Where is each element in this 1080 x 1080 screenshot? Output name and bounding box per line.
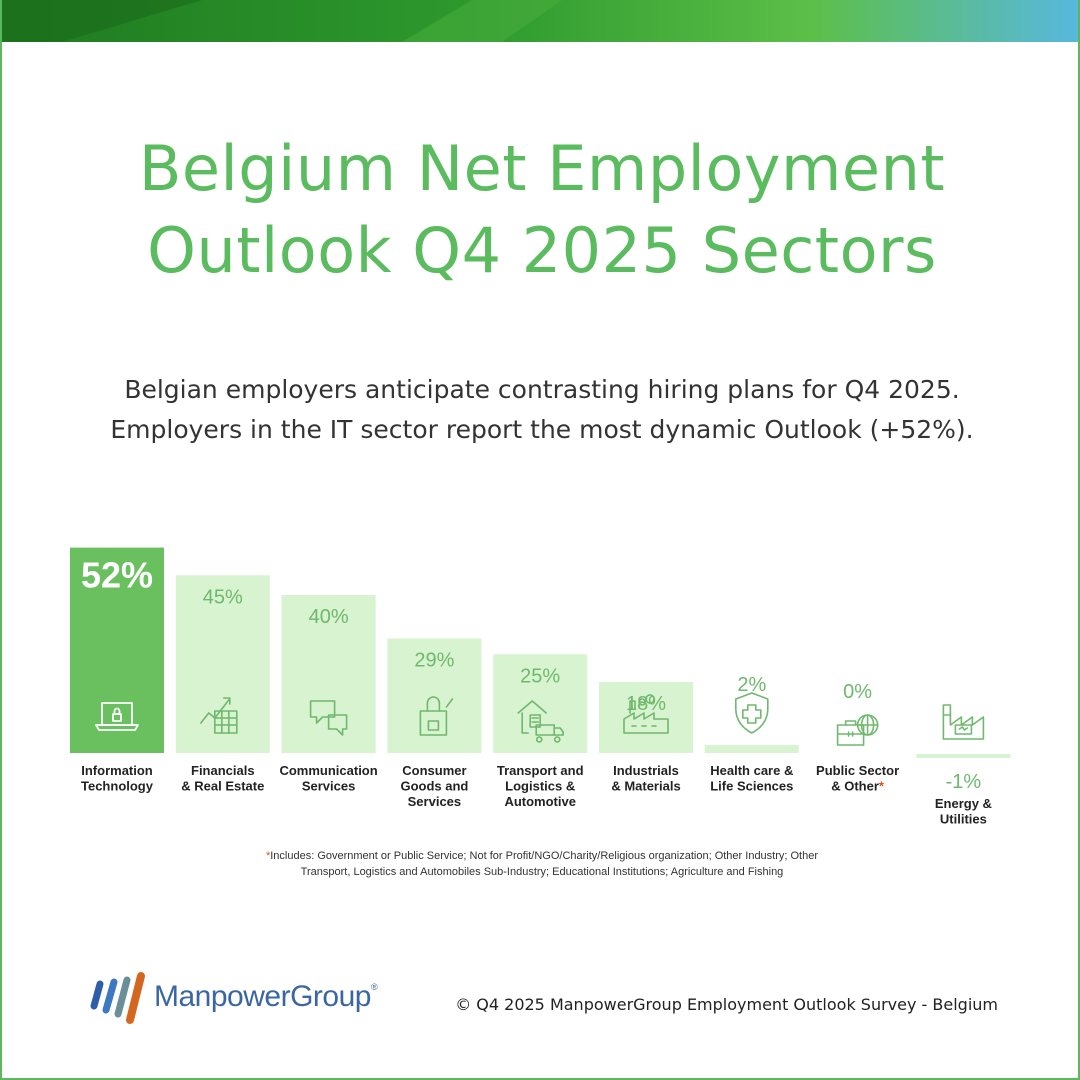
value-label-4: 25% bbox=[520, 665, 560, 687]
category-label-0-line-0: Information bbox=[81, 763, 153, 778]
page-subtitle: Belgian employers anticipate contrasting… bbox=[2, 370, 1078, 450]
footnote-line-2: Transport, Logistics and Automobiles Sub… bbox=[300, 866, 784, 878]
category-label-6-line-1: Life Sciences bbox=[710, 779, 793, 794]
truck-building-icon bbox=[517, 700, 565, 743]
category-label-2-line-1: Services bbox=[302, 779, 356, 794]
footnote: *Includes: Government or Public Service;… bbox=[242, 848, 842, 880]
page-title: Belgium Net Employment Outlook Q4 2025 S… bbox=[2, 128, 1078, 292]
subtitle-line-1: Belgian employers anticipate contrasting… bbox=[124, 375, 960, 404]
value-label-2: 40% bbox=[309, 606, 349, 628]
category-label-8-line-0: Energy & bbox=[935, 796, 992, 811]
category-label-7-line-1: & Other* bbox=[831, 779, 885, 794]
category-label-1-line-0: Financials bbox=[191, 763, 255, 778]
title-line-1: Belgium Net Employment bbox=[138, 132, 946, 205]
laptop-lock-icon bbox=[95, 702, 139, 731]
category-label-4-line-1: Logistics & bbox=[505, 779, 575, 794]
category-label-7-line-0: Public Sector bbox=[816, 763, 899, 778]
category-label-3-line-0: Consumer bbox=[402, 763, 466, 778]
logo-wordmark: ManpowerGroup® bbox=[154, 980, 378, 1013]
subtitle-line-2: Employers in the IT sector report the mo… bbox=[110, 415, 974, 444]
category-label-5-line-1: & Materials bbox=[611, 779, 680, 794]
category-label-4-line-0: Transport and bbox=[497, 763, 584, 778]
footnote-line-1: Includes: Government or Public Service; … bbox=[270, 850, 819, 862]
category-label-0-line-1: Technology bbox=[81, 779, 154, 794]
logo-stripes-icon bbox=[90, 972, 145, 1024]
top-gradient-bar bbox=[2, 0, 1078, 42]
category-label-3-line-2: Services bbox=[408, 794, 462, 809]
value-label-6: 2% bbox=[737, 674, 766, 696]
category-label-3-line-1: Goods and bbox=[400, 779, 468, 794]
category-label-4-line-2: Automotive bbox=[504, 794, 576, 809]
manpowergroup-logo: ManpowerGroup® bbox=[82, 970, 402, 1030]
bar-6 bbox=[704, 745, 799, 753]
value-label-8: -1% bbox=[946, 771, 982, 793]
briefcase-globe-icon bbox=[836, 714, 879, 746]
chart-table-icon bbox=[200, 697, 238, 734]
category-label-1-line-1: & Real Estate bbox=[181, 779, 264, 794]
category-label-8-line-1: Utilities bbox=[940, 812, 987, 827]
footnote-asterisk: * bbox=[265, 850, 271, 862]
title-line-2: Outlook Q4 2025 Sectors bbox=[147, 214, 937, 287]
shopping-bag-icon bbox=[419, 696, 454, 736]
value-label-1: 45% bbox=[203, 586, 243, 608]
value-label-5: 18% bbox=[626, 693, 666, 715]
category-asterisk: * bbox=[879, 779, 885, 794]
health-shield-icon bbox=[734, 692, 769, 734]
value-label-0: 52% bbox=[81, 555, 153, 596]
bar-1 bbox=[175, 575, 270, 753]
copyright-text: © Q4 2025 ManpowerGroup Employment Outlo… bbox=[455, 995, 998, 1014]
value-label-7: 0% bbox=[843, 681, 872, 703]
value-label-3: 29% bbox=[414, 649, 454, 671]
category-label-6-line-0: Health care & bbox=[710, 763, 793, 778]
speech-bubbles-icon bbox=[309, 700, 348, 736]
factory-icon bbox=[623, 694, 669, 734]
factory-energy-icon bbox=[942, 704, 985, 740]
category-label-2-line-0: Communication bbox=[279, 763, 377, 778]
bar-8 bbox=[916, 754, 1011, 758]
category-label-5-line-0: Industrials bbox=[613, 763, 679, 778]
bar-0 bbox=[70, 547, 164, 753]
bar-3 bbox=[387, 638, 482, 753]
